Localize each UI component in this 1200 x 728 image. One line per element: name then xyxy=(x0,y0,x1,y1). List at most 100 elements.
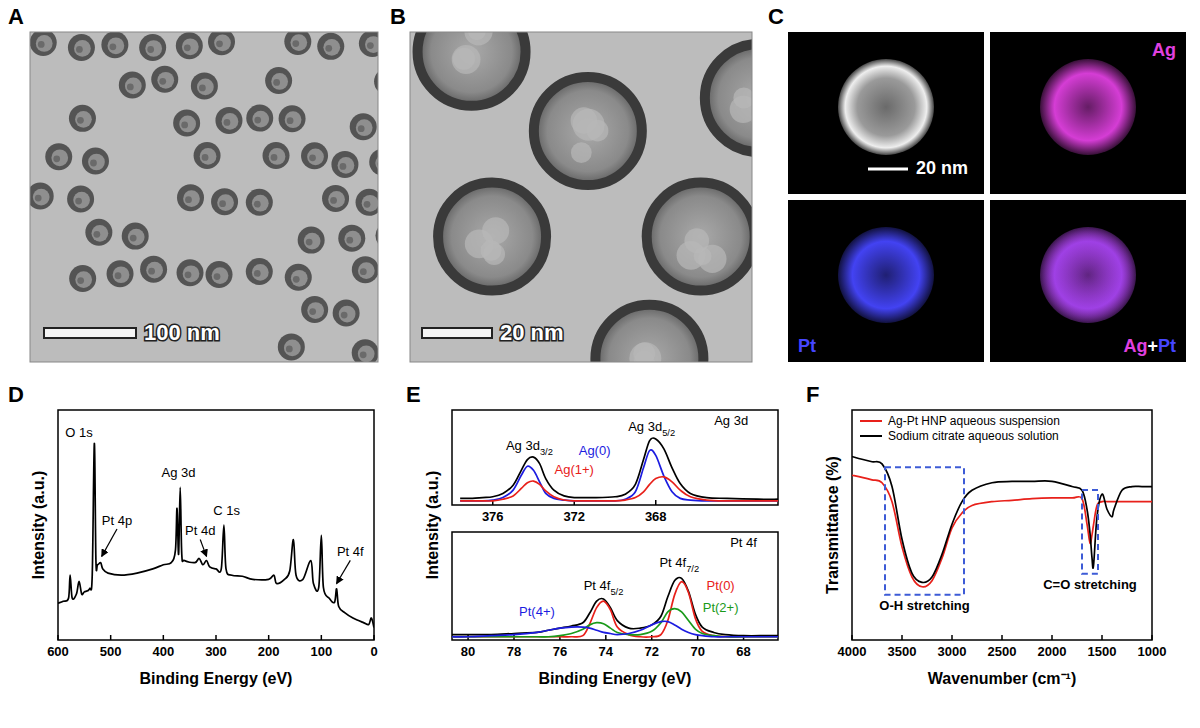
scale-bar xyxy=(868,168,908,171)
plot-area xyxy=(852,456,1152,586)
particle-core xyxy=(284,340,301,357)
particle xyxy=(352,339,378,362)
particle-void xyxy=(571,142,592,163)
particle xyxy=(208,32,235,55)
eds-tile xyxy=(990,32,1186,194)
particle-spot xyxy=(254,117,261,124)
x-tick-label: 0 xyxy=(370,644,377,659)
particle-core xyxy=(51,149,68,166)
particle-core xyxy=(252,111,269,128)
annotation: Pt 4f xyxy=(730,535,757,550)
particle xyxy=(359,32,378,57)
particle-void xyxy=(464,32,492,45)
particle xyxy=(85,219,112,246)
channel-label-part: Ag xyxy=(1123,336,1147,356)
annotation-box xyxy=(885,467,964,595)
particle-core xyxy=(290,34,307,51)
particle xyxy=(333,300,360,327)
particle xyxy=(246,105,273,132)
particle xyxy=(206,261,233,288)
particle-core xyxy=(157,72,174,89)
particle-void xyxy=(629,342,661,362)
particle-spot xyxy=(219,200,226,207)
x-tick-label: 2000 xyxy=(1038,644,1067,659)
particle-core xyxy=(328,191,345,208)
x-tick-label: 68 xyxy=(736,644,750,659)
annotation: C 1s xyxy=(213,503,240,518)
particle xyxy=(374,68,378,95)
x-tick-label: 400 xyxy=(152,644,174,659)
particle-spot xyxy=(90,160,97,167)
particle-spot xyxy=(184,44,191,51)
series-line xyxy=(452,578,778,636)
eds-particle xyxy=(1040,227,1136,323)
particle xyxy=(352,256,378,283)
x-tick xyxy=(163,635,165,640)
particle-spot xyxy=(360,268,367,275)
particle-spot xyxy=(76,46,83,53)
particle xyxy=(101,32,128,58)
channel-label: Ag+Pt xyxy=(1123,336,1176,356)
plot-frame xyxy=(452,532,778,640)
particle xyxy=(194,142,221,169)
x-tick xyxy=(1051,635,1053,640)
particle-core xyxy=(212,267,229,284)
particle-spot xyxy=(254,201,261,208)
panel-letter: C xyxy=(768,4,784,29)
x-tick-label: 1000 xyxy=(1138,644,1167,659)
particle-spot xyxy=(185,271,192,278)
particle-spot xyxy=(287,117,294,124)
particle-spot xyxy=(93,231,100,238)
annotation: Pt 4f xyxy=(337,544,364,559)
channel-label: Ag xyxy=(1152,40,1176,60)
subscript: 3/2 xyxy=(540,447,553,457)
particle-core xyxy=(214,34,231,51)
x-tick-label: 200 xyxy=(258,644,280,659)
scale-bar-label: 20 nm xyxy=(500,320,564,345)
particle-spot xyxy=(358,125,365,132)
particle-void xyxy=(573,109,605,141)
annotation: O-H stretching xyxy=(879,598,969,613)
scale-bar-label: 100 nm xyxy=(144,320,220,345)
particle-spot xyxy=(273,79,280,86)
particle-core xyxy=(252,264,269,281)
particle xyxy=(350,113,377,140)
x-tick xyxy=(110,635,112,640)
particle xyxy=(107,260,134,287)
particle-core xyxy=(128,229,145,246)
plot-frame xyxy=(852,410,1152,640)
series-label: Pt(4+) xyxy=(519,604,555,619)
particle-core xyxy=(358,345,375,362)
eds-particle xyxy=(838,227,934,323)
annotation-arrow xyxy=(102,529,117,556)
panel-letter: B xyxy=(390,4,406,29)
annotation: Ag 3d xyxy=(162,465,196,480)
particle-spot xyxy=(364,201,371,208)
series-label: Pt(0) xyxy=(707,578,735,593)
particle xyxy=(284,32,311,55)
particle-core xyxy=(323,39,340,56)
annotation-arrow xyxy=(200,539,206,556)
x-tick xyxy=(1001,635,1003,640)
particle xyxy=(119,71,146,98)
particle-core xyxy=(307,148,324,165)
annotation: C=O stretching xyxy=(1043,577,1137,592)
particle-spot xyxy=(254,270,261,277)
particle xyxy=(140,256,167,283)
particle-spot xyxy=(292,40,299,47)
particle-core xyxy=(125,78,142,95)
subscript: 7/2 xyxy=(686,564,699,574)
particle-core xyxy=(113,266,130,283)
x-tick-label: 300 xyxy=(205,644,227,659)
particle-void xyxy=(481,240,502,261)
particle-core xyxy=(182,38,199,55)
particle xyxy=(211,188,238,215)
micrograph-frame xyxy=(410,32,752,362)
particle-core xyxy=(146,262,163,279)
plot-area xyxy=(58,443,374,627)
scale-bar xyxy=(44,328,136,338)
eds-tile xyxy=(788,200,984,362)
annotation: Ag 3d3/2 xyxy=(506,438,553,457)
particle-core xyxy=(222,113,239,130)
particle-void xyxy=(452,45,481,74)
